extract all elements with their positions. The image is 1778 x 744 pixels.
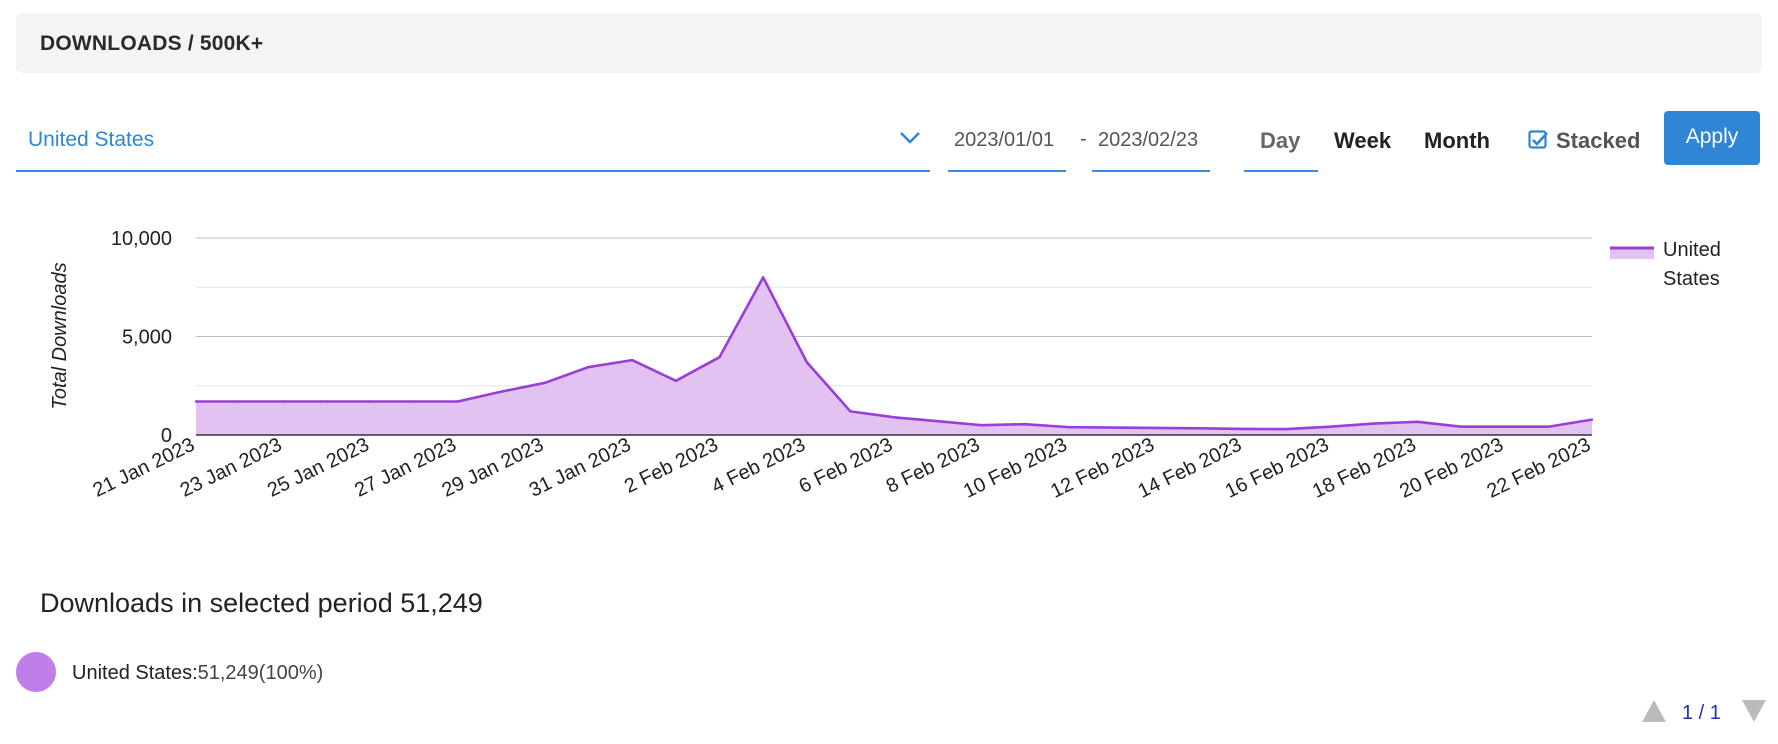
page-title: DOWNLOADS / 500K+	[40, 32, 264, 55]
data-point[interactable]	[194, 400, 198, 403]
period-day-button[interactable]: Day	[1244, 110, 1318, 172]
x-tick-label: 2 Feb 2023	[621, 434, 722, 498]
data-point[interactable]	[631, 358, 634, 362]
data-point[interactable]	[1154, 426, 1157, 430]
period-week-button[interactable]: Week	[1334, 110, 1396, 170]
series-area-fill	[196, 277, 1592, 435]
data-point[interactable]	[412, 400, 416, 403]
data-point[interactable]	[1503, 425, 1506, 428]
data-point[interactable]	[1416, 420, 1419, 424]
pager-up-arrow-icon[interactable]	[1642, 700, 1666, 722]
data-point[interactable]	[238, 400, 241, 403]
data-point[interactable]	[1023, 422, 1027, 426]
date-separator: -	[1080, 128, 1087, 150]
y-axis-label: Total Downloads	[49, 262, 71, 409]
data-point[interactable]	[892, 416, 896, 419]
summary-country-value: 51,249(100%)	[197, 662, 324, 684]
date-to-value: 2023/02/23	[1098, 129, 1199, 151]
chevron-down-icon	[900, 132, 920, 144]
data-point[interactable]	[1547, 425, 1550, 428]
date-from-value: 2023/01/01	[954, 129, 1055, 151]
data-point[interactable]	[718, 355, 721, 359]
period-day-label: Day	[1260, 128, 1301, 153]
data-point[interactable]	[500, 390, 503, 393]
data-point[interactable]	[1198, 427, 1201, 430]
summary-heading: Downloads in selected period 51,249	[40, 588, 483, 618]
y-tick-label: 10,000	[111, 228, 172, 250]
data-point[interactable]	[1110, 426, 1114, 429]
data-point[interactable]	[369, 400, 372, 403]
data-point[interactable]	[849, 410, 852, 413]
summary-country-row: United States:51,249(100%)	[72, 662, 323, 685]
period-month-label: Month	[1424, 128, 1490, 153]
legend-swatch	[1610, 246, 1654, 259]
data-point[interactable]	[282, 400, 285, 403]
data-point[interactable]	[587, 365, 590, 369]
apply-button[interactable]: Apply	[1664, 111, 1760, 165]
data-point[interactable]	[1329, 425, 1332, 428]
x-tick-label: 4 Feb 2023	[708, 434, 809, 498]
data-point[interactable]	[805, 360, 808, 364]
data-point[interactable]	[761, 276, 765, 279]
data-point[interactable]	[1590, 418, 1594, 421]
country-select[interactable]: United States	[16, 110, 930, 172]
data-point[interactable]	[1372, 422, 1376, 425]
data-point[interactable]	[456, 400, 459, 403]
y-tick-label: 0	[161, 425, 172, 447]
date-from-input[interactable]: 2023/01/01	[948, 110, 1066, 172]
header-bar: DOWNLOADS / 500K+	[16, 13, 1762, 73]
pager-down-arrow-icon[interactable]	[1742, 700, 1766, 722]
legend-label-line2: States	[1663, 268, 1720, 290]
stacked-label: Stacked	[1556, 128, 1641, 153]
data-point[interactable]	[543, 381, 547, 384]
legend-label[interactable]: United States	[1663, 236, 1753, 294]
data-point[interactable]	[1459, 425, 1463, 428]
data-point[interactable]	[936, 420, 939, 423]
data-point[interactable]	[980, 423, 983, 427]
area-layer	[194, 276, 1594, 436]
data-point[interactable]	[1285, 427, 1288, 431]
checkbox-checked-icon[interactable]	[1528, 130, 1548, 150]
period-week-label: Week	[1334, 128, 1392, 153]
y-axis-ticks: 0 5,000 10,000	[111, 228, 172, 447]
data-point[interactable]	[325, 400, 329, 403]
series-color-dot	[16, 652, 56, 692]
data-point[interactable]	[1067, 425, 1070, 429]
country-select-value: United States	[28, 128, 155, 151]
data-point[interactable]	[674, 379, 678, 383]
period-month-button[interactable]: Month	[1424, 110, 1494, 170]
pager-text: 1 / 1	[1682, 702, 1721, 724]
data-point[interactable]	[1241, 427, 1245, 431]
date-to-input[interactable]: 2023/02/23	[1092, 110, 1210, 172]
x-tick-label: 6 Feb 2023	[796, 434, 897, 498]
legend-label-line1: United	[1663, 239, 1721, 261]
y-tick-label: 5,000	[122, 327, 172, 349]
summary-country-label: United States:	[72, 662, 198, 684]
